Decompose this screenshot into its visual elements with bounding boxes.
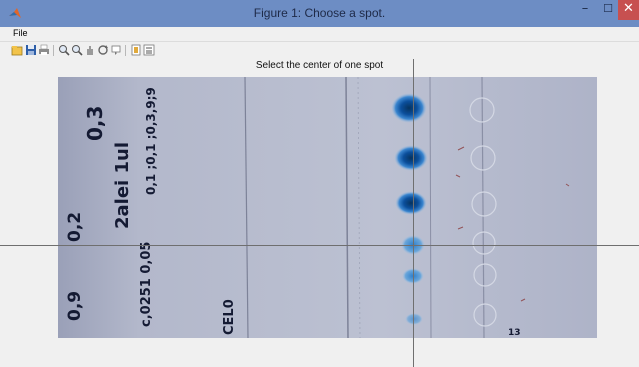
menu-file[interactable]: File xyxy=(13,28,28,38)
window-title: Figure 1: Choose a spot. xyxy=(253,6,386,20)
crosshair-horizontal xyxy=(0,245,639,246)
new-figure-icon[interactable] xyxy=(11,44,23,56)
maximize-icon: ☐ xyxy=(603,2,613,15)
colorbar-icon[interactable] xyxy=(130,44,142,56)
spot[interactable] xyxy=(395,191,427,215)
plate-note: c,0251 0,05 xyxy=(139,242,154,327)
reference-circle xyxy=(469,97,495,123)
print-icon[interactable] xyxy=(38,44,50,56)
spot[interactable] xyxy=(391,93,427,123)
lane-line xyxy=(357,76,361,339)
plate-mark xyxy=(565,183,570,187)
plate-note: 0,1 ;0,1 ;0,3,9;9 xyxy=(144,87,158,195)
tlc-plate-image[interactable]: 0,3 2alei 1ul 0,1 ;0,1 ;0,3,9;9 0,2 c,02… xyxy=(58,76,597,339)
figure-toolbar xyxy=(0,41,639,60)
plate-mark xyxy=(520,298,526,302)
zoom-in-icon[interactable] xyxy=(58,44,70,56)
close-icon: ✕ xyxy=(623,1,634,16)
minimize-icon: – xyxy=(581,1,589,16)
plate-note: 13 xyxy=(508,328,521,338)
toolbar-separator xyxy=(53,45,54,56)
lane-line xyxy=(244,76,249,339)
zoom-out-icon[interactable] xyxy=(71,44,83,56)
spot[interactable] xyxy=(405,313,423,325)
reference-circle xyxy=(471,191,497,217)
plate-note: CEL0 xyxy=(222,299,237,335)
plate-note: 0,2 xyxy=(65,212,85,242)
data-cursor-icon[interactable] xyxy=(110,44,122,56)
lane-line xyxy=(481,76,485,339)
plate-mark xyxy=(455,174,461,178)
title-bar[interactable]: Figure 1: Choose a spot. – ☐ ✕ xyxy=(0,0,639,27)
matlab-icon xyxy=(8,6,22,20)
reference-circle xyxy=(470,145,496,171)
toolbar-separator xyxy=(125,45,126,56)
legend-icon[interactable] xyxy=(143,44,155,56)
plate-mark xyxy=(457,146,465,151)
maximize-button[interactable]: ☐ xyxy=(598,0,618,20)
plate-background xyxy=(58,77,597,338)
close-button[interactable]: ✕ xyxy=(618,0,639,20)
plate-mark xyxy=(457,226,464,230)
rotate-3d-icon[interactable] xyxy=(97,44,109,56)
lane-line xyxy=(345,76,349,339)
spot[interactable] xyxy=(394,145,428,171)
reference-circle xyxy=(472,231,496,255)
plate-note: 2alei 1ul xyxy=(112,142,133,229)
plate-note: 0,9 xyxy=(65,291,85,321)
minimize-button[interactable]: – xyxy=(572,0,598,20)
axes-title: Select the center of one spot xyxy=(255,60,384,71)
lane-line xyxy=(429,76,432,339)
reference-circle xyxy=(473,263,497,287)
reference-circle xyxy=(473,303,497,327)
menu-bar: File xyxy=(0,27,639,41)
plate-note: 0,3 xyxy=(83,106,107,141)
save-icon[interactable] xyxy=(25,44,37,56)
pan-icon[interactable] xyxy=(84,44,96,56)
crosshair-vertical xyxy=(413,59,414,367)
